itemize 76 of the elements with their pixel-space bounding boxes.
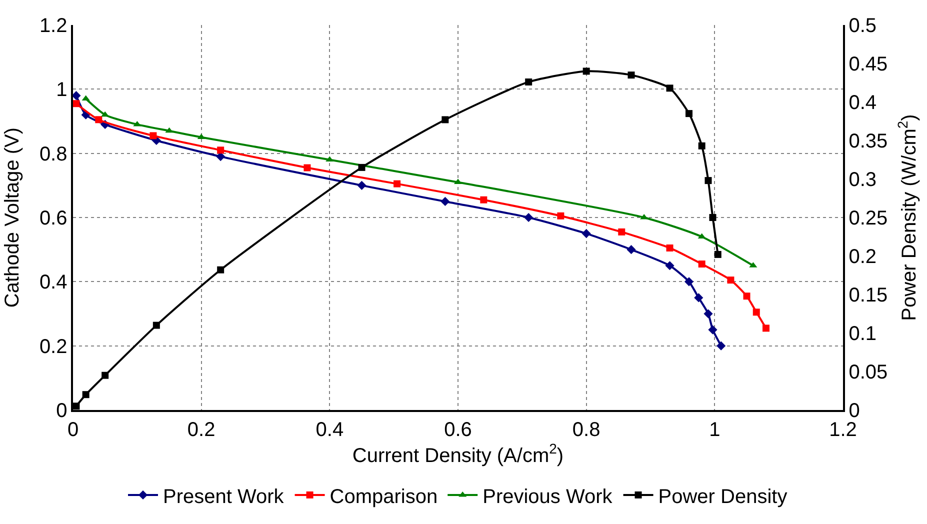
x-tick-label: 0.8 [572,418,600,441]
x-tick-label: 0.2 [187,418,216,441]
y-tick-label: 0.2 [39,336,68,358]
point [133,120,142,126]
point [716,341,726,350]
point [698,142,706,150]
point [752,308,760,316]
point [152,322,160,329]
point [358,164,366,171]
point [704,309,713,318]
point [73,402,80,410]
legend-label: Previous Work [482,486,614,508]
point [708,325,718,334]
y2-tick-label: 0.15 [848,284,888,306]
y-tick-label: 1 [56,79,68,102]
legend-label: Present Work [163,486,285,508]
y2-tick-label: 0.45 [848,54,888,76]
point [165,127,174,133]
legend-label: Power Density [658,486,788,508]
point [762,324,770,332]
point [694,293,704,302]
y2-tick-label: 0.5 [848,15,877,37]
y2-tick-label: 0.2 [848,246,877,268]
point [73,100,80,108]
point [525,78,532,86]
x-tick-label: 0.4 [316,418,344,441]
point [743,292,750,300]
y-tick-label: 0.6 [39,208,68,230]
y-tick-label: 0.4 [39,272,68,294]
point [82,95,90,101]
point [666,244,674,252]
point [82,391,90,398]
y2-tick-label: 0.25 [848,208,888,230]
point [557,212,564,220]
point [684,277,694,286]
point [73,91,81,100]
point [217,146,224,154]
point [582,68,590,75]
point [628,72,635,79]
point [480,196,488,204]
y2-tick-label: 0.3 [848,169,877,191]
x-tick-label: 1 [709,418,720,441]
point [95,116,102,124]
point [150,132,157,140]
y2-tick-label: 0.05 [848,362,888,384]
point [217,266,224,274]
point [626,245,636,254]
point [727,276,734,284]
point [665,261,674,270]
y-tick-label: 0 [56,400,68,422]
point [709,214,716,221]
x-tick-label: 0.6 [444,418,472,441]
y-tick-label: 0.8 [39,143,68,166]
y-axis-title: Cathode Voltage (V) [1,127,24,308]
point [304,164,311,172]
legend-label: Comparison [330,486,438,508]
y2-tick-label: 0.1 [848,323,877,345]
point [197,134,206,140]
point [101,111,110,117]
point [618,228,626,236]
point [698,260,706,268]
point [357,180,366,190]
point [686,110,692,118]
y2-tick-label: 0.35 [848,130,888,152]
point [440,196,450,206]
point [442,116,449,124]
y-tick-label: 1.2 [39,15,68,37]
point [394,180,401,188]
point [704,177,712,184]
y2-tick-label: 0.4 [848,92,877,114]
point [666,84,674,92]
point [524,212,534,222]
point [714,250,722,258]
point [102,372,109,379]
point [582,228,591,238]
x-axis-title: Current Density (A/cm$^{2}$) [352,440,564,468]
